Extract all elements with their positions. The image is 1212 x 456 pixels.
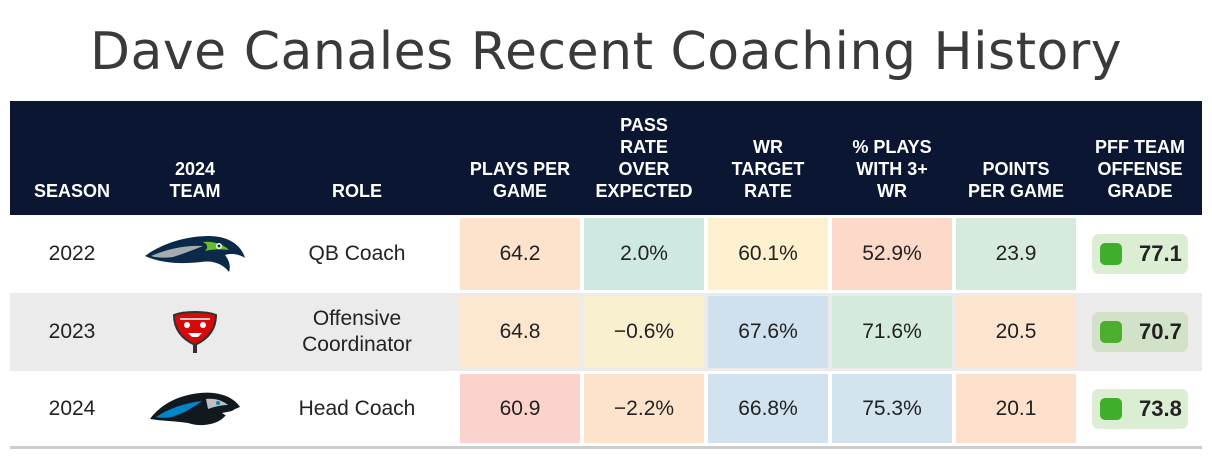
pff-grade-cell: 70.7 [1078,293,1202,371]
grade-badge: 77.1 [1092,234,1188,274]
header-plays-per-game: PLAYS PER GAME [469,159,571,201]
grade-indicator-icon [1100,243,1122,265]
season-cell: 2024 [48,396,96,420]
carolina-panthers-logo-icon [134,371,256,446]
table-header: SEASON 2024 TEAM ROLE PLAYS PER GAME PAS… [10,101,1202,215]
seattle-seahawks-logo-icon [134,215,256,293]
proe-cell: 2.0% [584,218,704,290]
wr-target-rate-cell: 66.8% [708,374,828,443]
grade-badge: 73.8 [1092,388,1188,429]
chart-title: Dave Canales Recent Coaching History [90,22,1122,82]
coaching-history-table: SEASON 2024 TEAM ROLE PLAYS PER GAME PAS… [10,101,1202,449]
wr-target-rate-cell: 60.1% [708,218,828,290]
header-pct-plays-3wr: % PLAYS WITH 3+ WR [852,137,932,201]
pff-grade-cell: 73.8 [1078,371,1202,446]
season-cell: 2022 [48,242,96,265]
header-pass-rate-over-expected: PASS RATE OVER EXPECTED [595,115,693,201]
tampa-bay-buccaneers-logo-icon [134,293,256,371]
plays-per-game-cell: 64.8 [460,296,580,368]
pct-3wr-cell: 52.9% [832,218,952,290]
header-pff-offense-grade: PFF TEAM OFFENSE GRADE [1095,137,1185,201]
table-row: 2023 Offensive Coordinator 64.8 −0.6% 67… [10,293,1202,371]
points-per-game-cell: 20.5 [956,296,1076,368]
header-season: SEASON [33,181,111,201]
proe-cell: −2.2% [584,374,704,443]
wr-target-rate-cell: 67.6% [708,296,828,368]
header-wr-target-rate: WR TARGET RATE [731,137,805,201]
proe-cell: −0.6% [584,296,704,368]
points-per-game-cell: 23.9 [956,218,1076,290]
grade-value: 70.7 [1139,319,1182,344]
plays-per-game-cell: 64.2 [460,218,580,290]
pff-grade-cell: 77.1 [1078,215,1202,293]
header-points-per-game: POINTS PER GAME [967,159,1064,201]
grade-value: 77.1 [1139,241,1182,266]
plays-per-game-cell: 60.9 [460,374,580,443]
grade-indicator-icon [1100,397,1122,420]
header-role: ROLE [331,181,382,201]
grade-badge: 70.7 [1092,312,1188,352]
points-per-game-cell: 20.1 [956,374,1076,443]
grade-value: 73.8 [1139,395,1182,421]
role-cell: Head Coach [298,396,416,420]
header-team: 2024 TEAM [169,159,221,201]
pct-3wr-cell: 71.6% [832,296,952,368]
role-cell: Offensive Coordinator [302,307,412,356]
grade-indicator-icon [1100,321,1122,343]
table-row: 2024 Head Coach 60.9 −2.2% 66.8% 75.3% 2… [10,371,1202,449]
role-cell: QB Coach [308,242,406,265]
pct-3wr-cell: 75.3% [832,374,952,443]
season-cell: 2023 [48,320,96,343]
table-row: 2022 QB Coach 64.2 2.0% 60.1% 52.9% 23.9… [10,215,1202,293]
